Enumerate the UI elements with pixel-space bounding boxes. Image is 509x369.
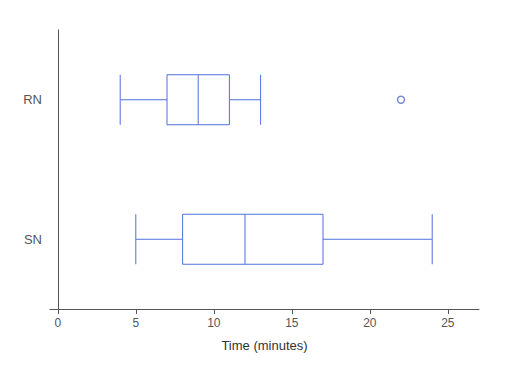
svg-text:25: 25 bbox=[441, 316, 455, 330]
svg-text:Time (minutes): Time (minutes) bbox=[221, 338, 307, 353]
svg-text:20: 20 bbox=[363, 316, 377, 330]
svg-text:10: 10 bbox=[207, 316, 221, 330]
svg-text:SN: SN bbox=[24, 232, 42, 247]
svg-text:0: 0 bbox=[54, 316, 61, 330]
svg-text:15: 15 bbox=[285, 316, 299, 330]
svg-text:RN: RN bbox=[23, 92, 42, 107]
svg-text:5: 5 bbox=[132, 316, 139, 330]
